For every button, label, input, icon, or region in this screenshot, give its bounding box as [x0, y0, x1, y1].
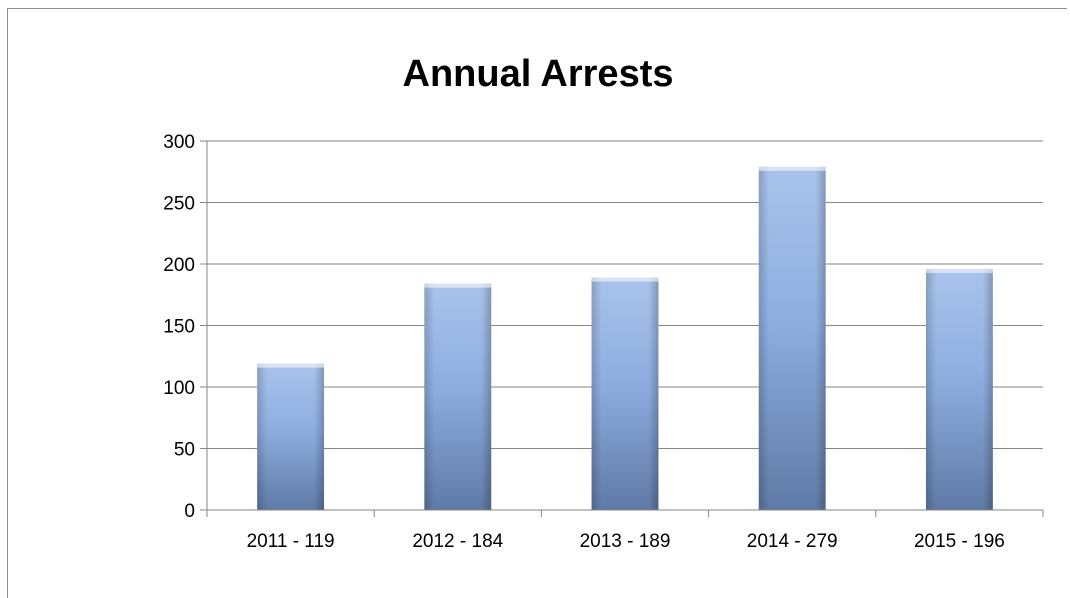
y-tick-label: 0 — [184, 501, 195, 522]
x-tick-label: 2015 - 196 — [914, 531, 1005, 552]
bar-shade — [257, 363, 325, 510]
y-tick-label: 300 — [163, 132, 195, 153]
bar-shade — [925, 268, 993, 510]
y-tick-label: 250 — [163, 194, 195, 215]
y-tick-label: 50 — [174, 440, 195, 461]
bar-highlight — [591, 277, 659, 282]
bar-highlight — [257, 363, 325, 368]
bar-shade — [758, 166, 826, 510]
y-tick-label: 150 — [163, 317, 195, 338]
bar-highlight — [758, 166, 826, 171]
bar — [424, 283, 492, 510]
x-tick-label: 2013 - 189 — [580, 531, 671, 552]
bar-highlight — [424, 283, 492, 288]
bar — [257, 363, 325, 510]
axes — [200, 140, 1044, 517]
bars — [257, 166, 993, 510]
bar-shade — [424, 283, 492, 510]
x-tick-label: 2014 - 279 — [747, 531, 838, 552]
bar — [925, 268, 993, 510]
x-tick-label: 2011 - 119 — [247, 531, 335, 552]
chart-title: Annual Arrests — [403, 53, 674, 95]
x-tick-label: 2012 - 184 — [412, 531, 503, 552]
bar — [591, 277, 659, 510]
bar — [758, 166, 826, 510]
y-tick-label: 100 — [163, 378, 195, 399]
y-tick-label: 200 — [163, 255, 195, 276]
bar-shade — [591, 277, 659, 510]
bar-highlight — [925, 268, 993, 273]
tick-labels: 0 50 100 150 200 250 300 2011 - 119 2012 - 184 20… — [163, 132, 1005, 552]
chart-frame — [7, 8, 1067, 598]
